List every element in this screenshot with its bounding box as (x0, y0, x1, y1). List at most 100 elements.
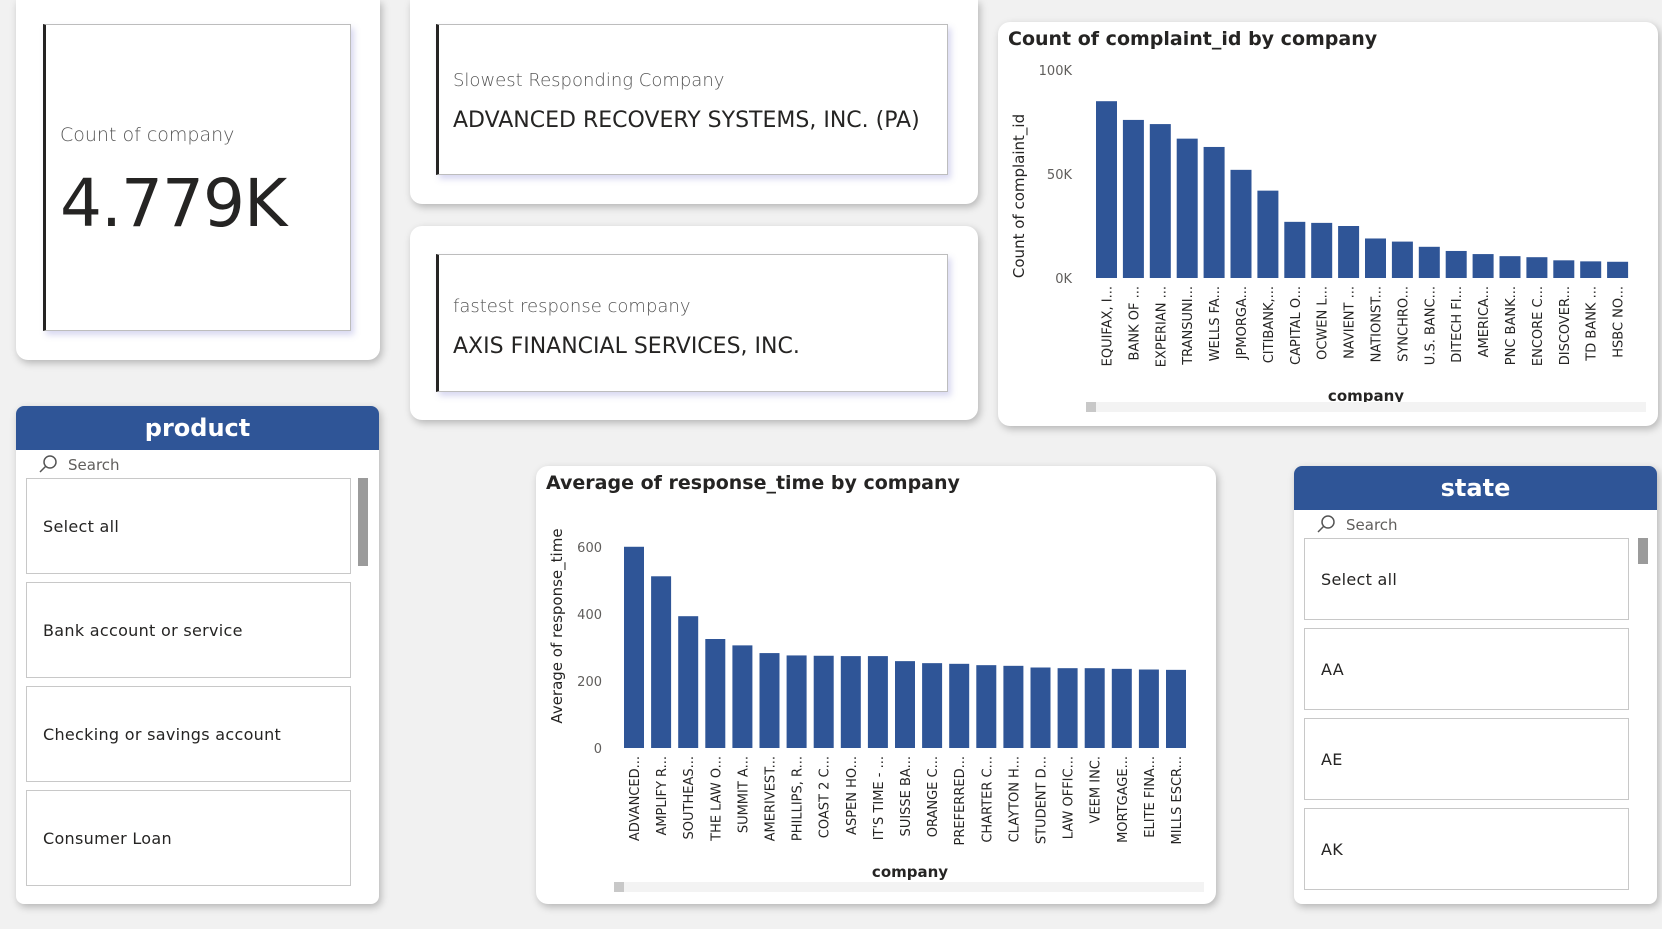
x-tick-label: SUISSE BA... (899, 756, 914, 836)
bar[interactable] (840, 656, 861, 748)
fastest-company-card: fastest response company AXIS FINANCIAL … (410, 226, 978, 420)
state-search[interactable]: Search (1316, 514, 1636, 538)
x-tick-label: LAW OFFIC... (1062, 756, 1077, 839)
bar[interactable] (1445, 250, 1467, 278)
x-tick-label: DISCOVER... (1558, 286, 1573, 365)
bar[interactable] (1338, 226, 1360, 278)
x-tick-label: ASPEN HO... (845, 756, 860, 835)
state-scrollbar-thumb[interactable] (1638, 538, 1648, 564)
bar[interactable] (1149, 124, 1171, 278)
bar[interactable] (1084, 668, 1105, 748)
x-tick-label: ADVANCED... (628, 756, 643, 841)
bar[interactable] (1418, 246, 1440, 278)
chart-scrollbar-thumb[interactable] (614, 882, 624, 892)
state-option[interactable]: AA (1304, 628, 1629, 710)
y-tick-label: 50K (1047, 168, 1073, 183)
x-tick-label: CHARTER C... (980, 756, 995, 843)
search-icon (39, 455, 57, 473)
count-company-label: Count of company (60, 124, 235, 146)
x-tick-label: PREFERRED... (953, 756, 968, 845)
bar[interactable] (678, 616, 699, 748)
y-tick-label: 0K (1055, 272, 1072, 287)
bar[interactable] (1499, 256, 1521, 278)
fastest-company-label: fastest response company (453, 296, 691, 317)
bar[interactable] (813, 655, 834, 748)
state-search-input[interactable]: Search (1346, 516, 1398, 534)
x-tick-label: SOUTHEAS... (682, 756, 697, 839)
bar[interactable] (1311, 222, 1333, 278)
x-tick-label: MILLS ESCR... (1170, 756, 1185, 844)
chart-scrollbar-thumb[interactable] (1086, 402, 1096, 412)
x-tick-label: NATIONST... (1370, 286, 1385, 362)
bar[interactable] (1553, 260, 1575, 278)
x-tick-label: CITIBANK,... (1262, 286, 1277, 363)
bar[interactable] (1003, 665, 1024, 748)
state-slicer-title: state (1294, 466, 1657, 510)
fastest-company-value: AXIS FINANCIAL SERVICES, INC. (453, 334, 800, 359)
product-scrollbar-thumb[interactable] (358, 478, 368, 566)
response-time-chart-card[interactable]: Average of response_time by company 0 200… (536, 466, 1216, 904)
bar[interactable] (1057, 668, 1078, 748)
bar[interactable] (759, 653, 780, 748)
product-option[interactable]: Consumer Loan (26, 790, 351, 886)
bar[interactable] (1580, 261, 1602, 278)
x-tick-label: ELITE FINA... (1143, 756, 1158, 838)
bar[interactable] (1203, 146, 1225, 278)
product-search-input[interactable]: Search (68, 456, 120, 474)
product-option[interactable]: Bank account or service (26, 582, 351, 678)
bar[interactable] (1526, 257, 1548, 278)
bar[interactable] (1230, 169, 1252, 278)
x-tick-label: PHILLIPS, R... (791, 756, 806, 841)
bar[interactable] (1365, 238, 1386, 278)
bar[interactable] (976, 665, 997, 748)
count-company-tile[interactable]: Count of company 4.779K (43, 24, 351, 331)
x-tick-label: EQUIFAX, I... (1101, 286, 1116, 366)
complaints-chart-card[interactable]: Count of complaint_id by company 0K 50K 10… (998, 22, 1658, 426)
y-axis-label: Average of response_time (548, 528, 567, 723)
bar[interactable] (895, 661, 915, 748)
bar[interactable] (1472, 254, 1494, 278)
y-tick-label: 600 (577, 541, 602, 556)
count-company-card: Count of company 4.779K (16, 0, 380, 360)
bar[interactable] (786, 655, 807, 748)
bar[interactable] (1391, 241, 1413, 278)
state-option[interactable]: AE (1304, 718, 1629, 800)
bar[interactable] (1284, 221, 1306, 278)
bar[interactable] (705, 639, 726, 748)
x-axis-label: company (872, 863, 948, 881)
bar[interactable] (1176, 138, 1198, 278)
bar[interactable] (1122, 119, 1144, 278)
bar[interactable] (1257, 190, 1279, 278)
bar[interactable] (651, 576, 672, 748)
slowest-company-tile[interactable]: Slowest Responding Company ADVANCED RECO… (436, 24, 948, 175)
x-tick-label: U.S. BANC... (1423, 286, 1438, 365)
bar[interactable] (949, 663, 970, 748)
product-search[interactable]: Search (38, 454, 358, 478)
x-tick-label: AMERICA... (1477, 286, 1492, 357)
bar[interactable] (1111, 668, 1132, 748)
x-tick-label: TRANSUNI... (1181, 286, 1196, 366)
bar[interactable] (1138, 669, 1159, 748)
bar[interactable] (1030, 667, 1051, 748)
bar[interactable] (624, 546, 644, 748)
response-time-bar-chart[interactable]: 0 200 400 600 Average of response_timecompan… (536, 466, 1216, 904)
product-option[interactable]: Checking or savings account (26, 686, 351, 782)
product-slicer-title: product (16, 406, 379, 450)
state-slicer: state Search Select all AA AE AK (1294, 466, 1657, 904)
chart-scrollbar-track[interactable] (1086, 402, 1646, 412)
bar[interactable] (1166, 669, 1186, 748)
x-tick-label: AMPLIFY R... (655, 756, 670, 836)
bar[interactable] (867, 656, 888, 748)
state-option[interactable]: AK (1304, 808, 1629, 890)
slowest-company-label: Slowest Responding Company (453, 70, 725, 91)
bar[interactable] (1096, 101, 1117, 278)
bar[interactable] (1607, 261, 1629, 278)
state-option[interactable]: Select all (1304, 538, 1629, 620)
product-option[interactable]: Select all (26, 478, 351, 574)
chart-scrollbar-track[interactable] (614, 882, 1204, 892)
bar[interactable] (922, 663, 943, 748)
search-icon (1317, 515, 1335, 533)
bar[interactable] (732, 645, 753, 748)
fastest-company-tile[interactable]: fastest response company AXIS FINANCIAL … (436, 254, 948, 392)
